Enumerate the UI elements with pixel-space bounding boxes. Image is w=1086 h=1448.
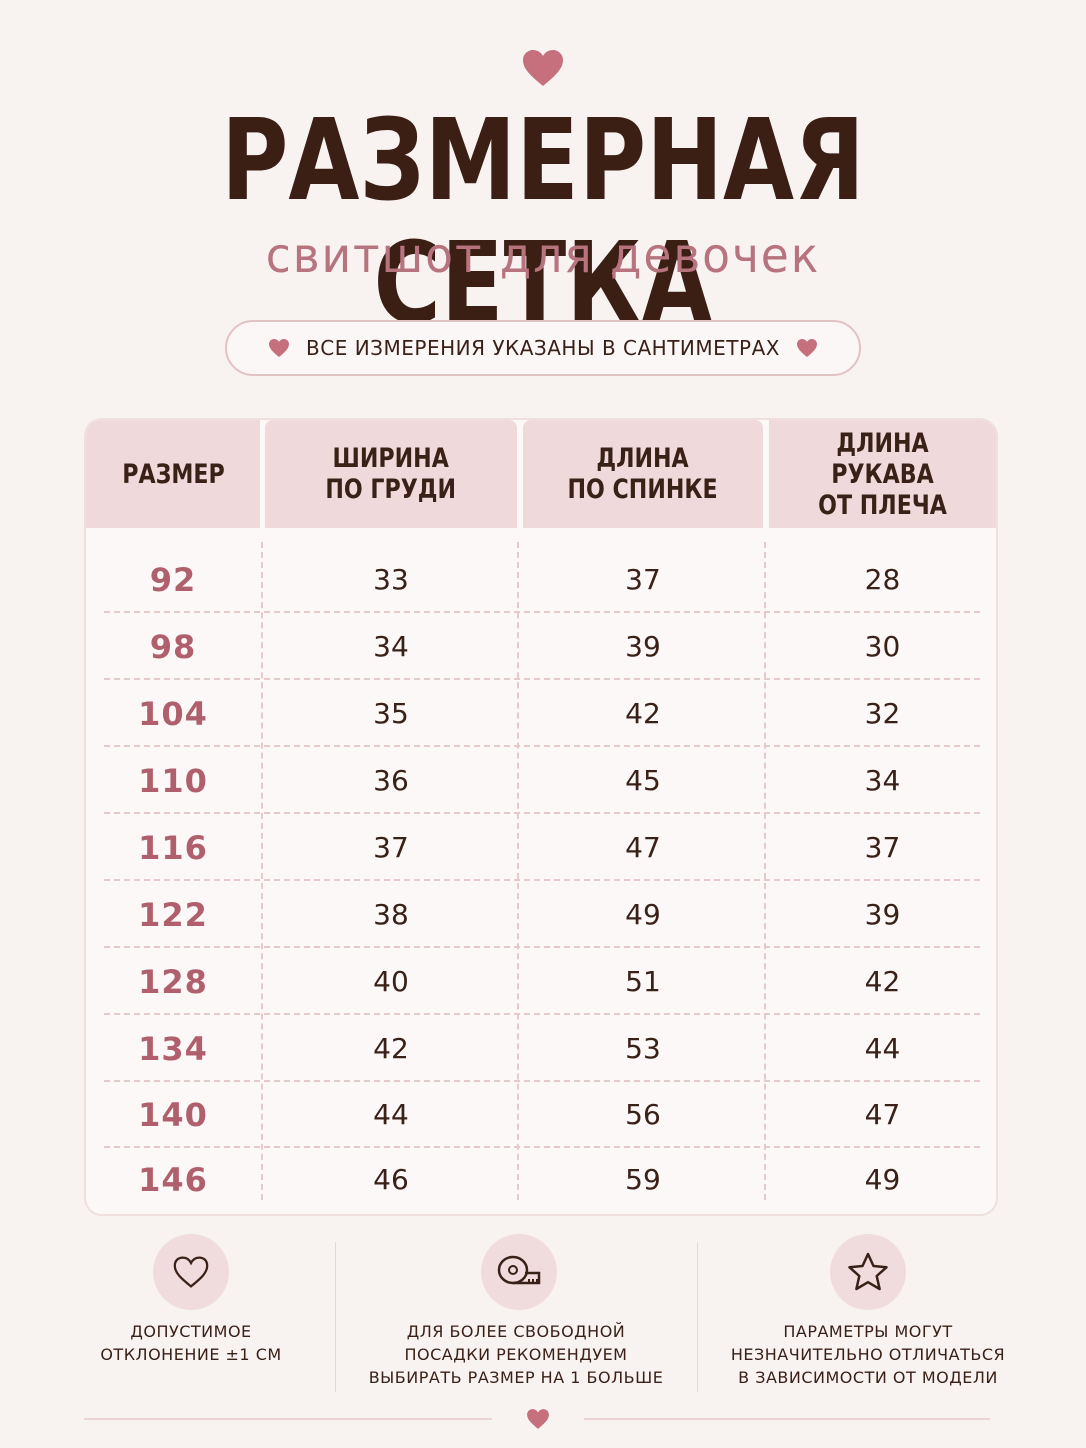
cell-sleeve-length: 30: [864, 630, 901, 663]
cell-size: 92: [149, 560, 197, 599]
cell-chest-width: 46: [373, 1163, 409, 1196]
row-divider: [104, 678, 980, 680]
bottom-line: [584, 1418, 990, 1420]
table-row: 104 35 42 32: [86, 680, 996, 747]
table-row: 146 46 59 49: [86, 1146, 996, 1213]
cell-back-length: 45: [625, 764, 661, 797]
cell-size: 146: [138, 1160, 208, 1199]
feature-text-fit-tip: ДЛЯ БОЛЕЕ СВОБОДНОЙ ПОСАДКИ РЕКОМЕНДУЕМ …: [368, 1322, 664, 1387]
page-title: РАЗМЕРНАЯ СЕТКА: [221, 96, 865, 350]
feature-icon-circle: [153, 1234, 229, 1310]
table-row: 116 37 47 37: [86, 814, 996, 881]
units-note-text: ВСЕ ИЗМЕРЕНИЯ УКАЗАНЫ В САНТИМЕТРАХ: [306, 336, 780, 360]
row-divider: [104, 812, 980, 814]
page-subtitle: свитшот для девочек: [265, 228, 821, 284]
column-divider: [261, 542, 263, 1200]
measuring-tape-icon: [497, 1255, 541, 1285]
cell-chest-width: 44: [373, 1098, 409, 1131]
cell-chest-width: 42: [373, 1032, 409, 1065]
cell-sleeve-length: 49: [864, 1163, 901, 1196]
row-divider: [104, 879, 980, 881]
row-divider: [104, 1013, 980, 1015]
cell-back-length: 49: [625, 898, 661, 931]
cell-sleeve-length: 28: [864, 563, 901, 596]
bottom-line: [84, 1418, 492, 1420]
table-row: 110 36 45 34: [86, 747, 996, 814]
cell-sleeve-length: 37: [864, 831, 901, 864]
header-back-length: ДЛИНА ПО СПИНКЕ: [523, 420, 763, 528]
cell-back-length: 37: [625, 563, 661, 596]
column-divider: [517, 542, 519, 1200]
cell-size: 116: [138, 828, 208, 867]
cell-size: 122: [138, 895, 208, 934]
cell-sleeve-length: 44: [864, 1032, 901, 1065]
divider: [697, 1242, 698, 1392]
cell-sleeve-length: 34: [864, 764, 901, 797]
star-outline-icon: [848, 1252, 888, 1291]
size-table: [84, 418, 998, 1216]
row-divider: [104, 946, 980, 948]
cell-back-length: 53: [625, 1032, 661, 1065]
row-divider: [104, 745, 980, 747]
cell-size: 134: [138, 1029, 208, 1068]
cell-sleeve-length: 47: [864, 1098, 901, 1131]
cell-size: 140: [138, 1095, 208, 1134]
header-sleeve-length: ДЛИНА РУКАВА ОТ ПЛЕЧА: [769, 420, 996, 528]
cell-sleeve-length: 39: [864, 898, 901, 931]
heart-icon: [796, 339, 817, 357]
row-divider: [104, 611, 980, 613]
feature-text-tolerance: ДОПУСТИМОЕ ОТКЛОНЕНИЕ ±1 СМ: [100, 1322, 282, 1364]
header-chest-width: ШИРИНА ПО ГРУДИ: [265, 420, 517, 528]
cell-size: 104: [138, 694, 208, 733]
column-divider: [764, 542, 766, 1200]
heart-icon: [523, 50, 563, 86]
cell-back-length: 51: [625, 965, 661, 998]
cell-sleeve-length: 42: [864, 965, 901, 998]
table-row: 122 38 49 39: [86, 881, 996, 948]
row-divider: [104, 1146, 980, 1148]
cell-chest-width: 36: [373, 764, 409, 797]
cell-chest-width: 33: [373, 563, 409, 596]
units-note: ВСЕ ИЗМЕРЕНИЯ УКАЗАНЫ В САНТИМЕТРАХ: [225, 320, 861, 376]
header-size: РАЗМЕР: [86, 420, 260, 528]
heart-icon: [527, 1409, 549, 1429]
feature-text-model-variation: ПАРАМЕТРЫ МОГУТ НЕЗНАЧИТЕЛЬНО ОТЛИЧАТЬСЯ…: [730, 1322, 1006, 1387]
feature-icon-circle: [481, 1234, 557, 1310]
heart-icon: [269, 339, 290, 357]
cell-chest-width: 37: [373, 831, 409, 864]
cell-chest-width: 38: [373, 898, 409, 931]
table-row: 140 44 56 47: [86, 1081, 996, 1148]
table-row: 134 42 53 44: [86, 1015, 996, 1082]
cell-back-length: 47: [625, 831, 661, 864]
table-row: 128 40 51 42: [86, 948, 996, 1015]
cell-chest-width: 40: [373, 965, 409, 998]
cell-back-length: 42: [625, 697, 661, 730]
cell-size: 98: [149, 627, 197, 666]
cell-chest-width: 35: [373, 697, 409, 730]
cell-back-length: 59: [625, 1163, 661, 1196]
divider: [335, 1242, 336, 1392]
cell-sleeve-length: 32: [864, 697, 901, 730]
cell-size: 110: [138, 761, 208, 800]
table-row: 92 33 37 28: [86, 546, 996, 613]
feature-icon-circle: [830, 1234, 906, 1310]
cell-chest-width: 34: [373, 630, 409, 663]
row-divider: [104, 1080, 980, 1082]
heart-outline-icon: [173, 1256, 209, 1288]
cell-size: 128: [138, 962, 208, 1001]
table-row: 98 34 39 30: [86, 613, 996, 680]
cell-back-length: 56: [625, 1098, 661, 1131]
cell-back-length: 39: [625, 630, 661, 663]
